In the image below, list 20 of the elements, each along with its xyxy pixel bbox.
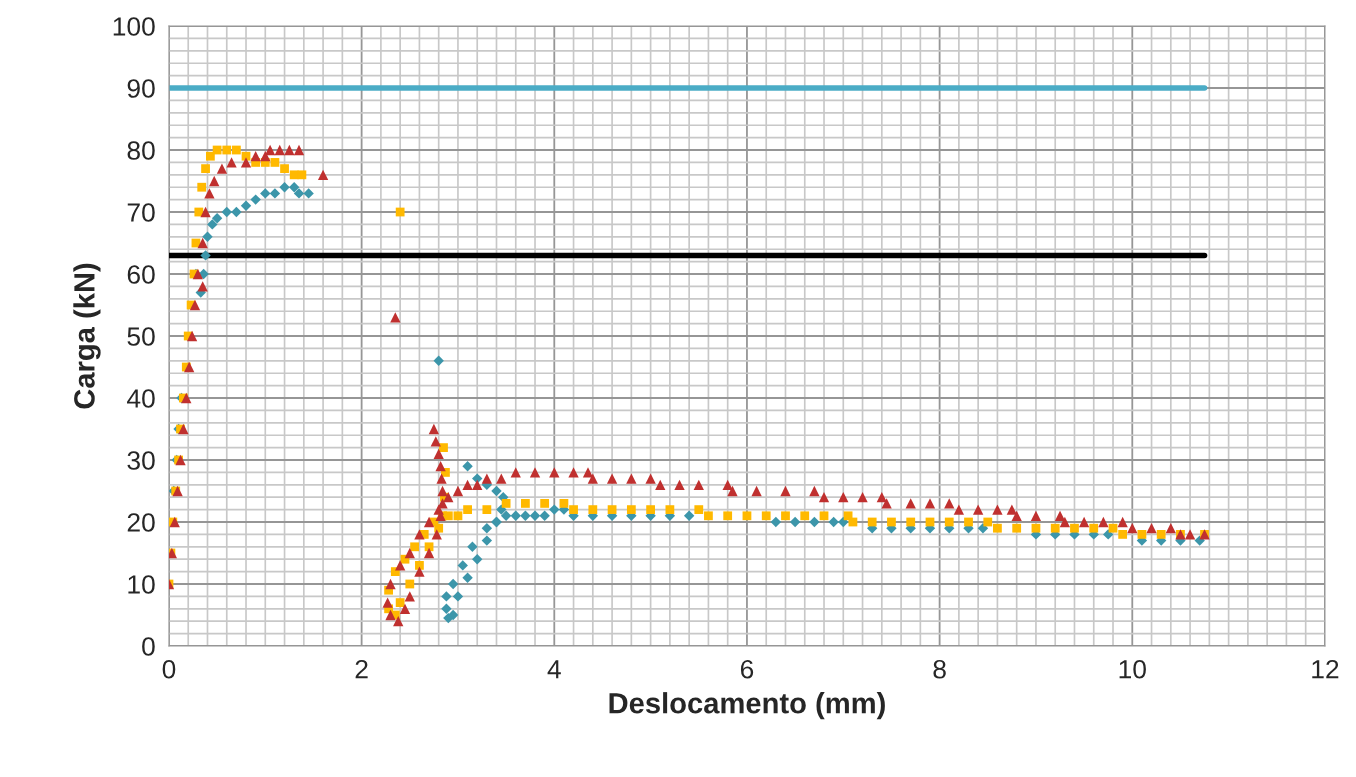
x-axis-title: Deslocamento (mm) [609,692,885,720]
y-tick-label: 50 [127,327,155,346]
x-tick-label: 0 [162,659,176,679]
y-tick-label: 80 [127,141,155,160]
y-tick-label: 20 [127,513,155,532]
x-tick-label: 6 [740,659,754,679]
x-tick-label: 2 [355,659,368,679]
x-tick-label: 8 [933,659,946,679]
x-tick-label: 12 [1312,659,1339,679]
y-tick-label: 30 [127,451,155,470]
y-tick-label: 70 [127,203,155,222]
y-tick-label: 0 [142,637,155,656]
x-tick-label: 10 [1119,659,1146,679]
x-tick-label: 4 [547,660,561,679]
y-tick-label: 10 [128,575,155,594]
y-tick-label: 100 [113,17,155,36]
y-axis-title: Carga (kN) [73,263,101,409]
y-tick-label: 60 [127,265,155,284]
y-tick-label: 40 [127,389,155,408]
y-tick-label: 90 [127,79,155,98]
